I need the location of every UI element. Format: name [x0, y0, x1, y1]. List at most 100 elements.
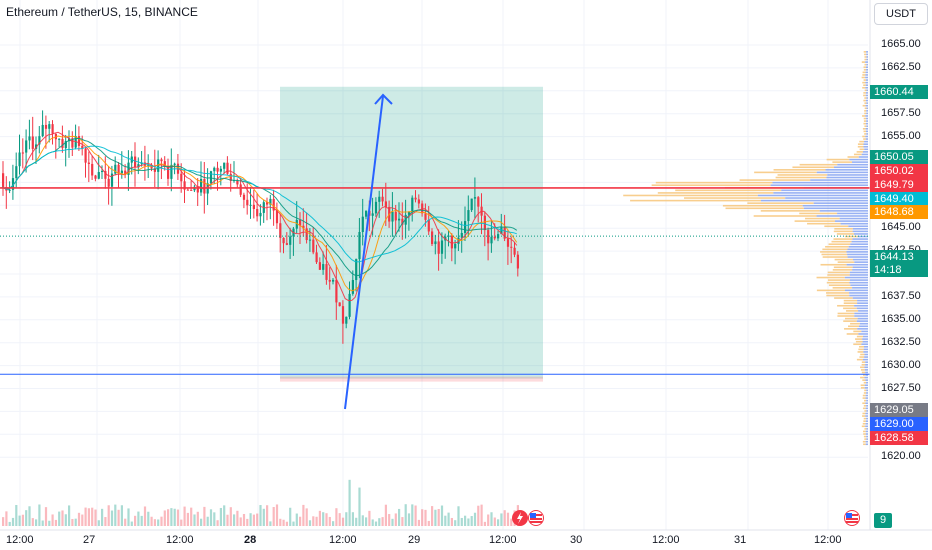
volume-profile-bar: [849, 271, 868, 274]
volume-profile-bar: [855, 340, 863, 343]
candle-body: [371, 213, 374, 216]
price-axis-label: 1620.00: [881, 450, 921, 463]
volume-bar: [401, 517, 404, 526]
candle-body: [120, 170, 123, 174]
volume-profile-bar: [865, 94, 868, 97]
volume-bar: [292, 521, 295, 526]
candle-body: [414, 197, 417, 200]
volume-bar: [345, 512, 348, 526]
volume-bar: [137, 511, 140, 526]
volume-profile-bar: [865, 397, 868, 399]
volume-profile-bar: [865, 371, 868, 374]
lightning-icon[interactable]: [512, 510, 528, 526]
volume-profile-bar: [865, 99, 868, 102]
volume-profile-bar: [860, 376, 865, 379]
volume-profile-bar: [863, 120, 867, 122]
candle-body: [332, 279, 335, 282]
candle-body: [454, 243, 457, 249]
price-tag: 1648.68: [870, 205, 928, 219]
volume-profile-bar: [770, 184, 868, 187]
volume-bar: [378, 518, 381, 526]
volume-profile-bar: [863, 51, 867, 53]
volume-profile-bar: [862, 335, 868, 338]
candle-body: [163, 161, 166, 166]
volume-profile-bar: [863, 435, 867, 438]
candle-body: [398, 218, 401, 221]
volume-profile-bar: [725, 207, 804, 210]
candle-body: [431, 231, 434, 245]
volume-profile-bar: [865, 394, 868, 397]
volume-profile-bar: [827, 271, 850, 274]
us-flag-icon[interactable]: [844, 510, 860, 526]
volume-profile-bar: [865, 443, 868, 446]
volume-profile-bar: [866, 435, 868, 438]
volume-bar: [64, 514, 67, 526]
candle-body: [450, 235, 453, 249]
currency-button[interactable]: USDT: [874, 3, 928, 25]
volume-profile-bar: [864, 353, 868, 356]
volume-profile-bar: [847, 253, 868, 256]
candle-body: [147, 164, 150, 166]
price-axis-label: 1662.50: [881, 60, 921, 73]
volume-bar: [308, 520, 312, 526]
volume-profile-bar: [866, 381, 868, 384]
volume-profile-bar: [865, 81, 868, 84]
volume-profile-bar: [856, 358, 864, 361]
volume-bar: [190, 507, 193, 526]
candle-body: [71, 138, 74, 148]
volume-profile-bar: [820, 251, 847, 253]
volume-profile-bar: [856, 307, 868, 310]
volume-profile-bar: [860, 369, 865, 371]
candle-body: [203, 178, 206, 194]
candle-body: [226, 162, 229, 174]
volume-profile-bar: [852, 297, 868, 299]
volume-profile-bar: [773, 192, 868, 194]
candle-body: [308, 239, 312, 241]
candle-body: [289, 236, 292, 245]
volume-bar: [38, 504, 41, 526]
volume-profile-bar: [862, 81, 866, 84]
volume-bar: [54, 519, 57, 526]
volume-profile-bar: [837, 212, 868, 215]
volume-profile-bar: [848, 225, 868, 228]
volume-profile-bar: [864, 102, 867, 104]
volume-profile-bar: [862, 71, 866, 74]
volume-profile-bar: [757, 194, 868, 197]
candle-body: [87, 162, 90, 164]
candle-body: [447, 235, 450, 237]
volume-bar: [305, 508, 308, 526]
candle-body: [513, 247, 516, 255]
volume-profile-bar: [863, 443, 866, 446]
volume-bar: [81, 514, 84, 526]
candle-body: [246, 199, 249, 206]
volume-bar: [417, 519, 420, 526]
us-flag-icon[interactable]: [528, 510, 544, 526]
volume-bar: [219, 507, 222, 526]
candle-body: [252, 204, 255, 210]
volume-bar: [282, 519, 285, 526]
volume-profile-bar: [684, 197, 786, 199]
volume-profile-bar: [865, 61, 868, 63]
volume-bar: [68, 505, 71, 526]
volume-bar: [107, 505, 110, 526]
volume-profile-bar: [866, 392, 868, 394]
volume-profile-bar: [866, 79, 868, 81]
volume-profile-bar: [864, 428, 867, 430]
volume-profile-bar: [832, 161, 852, 163]
candle-body: [18, 152, 21, 167]
candle-body: [328, 279, 331, 282]
volume-profile-bar: [862, 338, 868, 340]
volume-profile-bar: [866, 399, 868, 402]
candle-body: [200, 178, 203, 193]
volume-profile-bar: [863, 66, 866, 69]
volume-bar: [414, 505, 417, 526]
symbol-title[interactable]: Ethereum / TetherUS, 15, BINANCE: [6, 5, 198, 19]
volume-profile-bar: [813, 202, 868, 204]
volume-profile-bar: [825, 245, 849, 248]
moving-average-line: [1, 131, 518, 302]
volume-profile-bar: [865, 440, 868, 443]
candle-body: [11, 178, 15, 190]
candle-body: [279, 223, 282, 238]
volume-profile-bar: [865, 84, 868, 86]
